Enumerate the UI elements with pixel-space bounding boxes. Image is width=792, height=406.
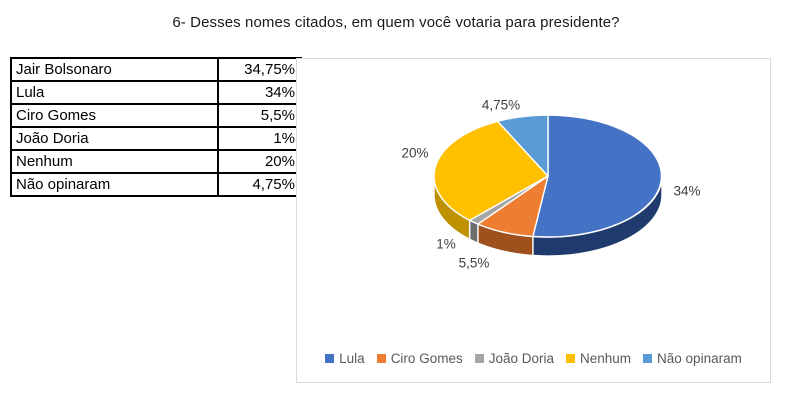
pie-slice-nao-opinaram [497,114,549,177]
legend-item-joao-doria: João Doria [474,351,554,366]
pie-slice-lula [532,114,663,238]
legend-item-ciro-gomes: Ciro Gomes [376,351,463,366]
table-row: Nenhum 20% [10,149,302,174]
legend-swatch-icon [474,354,484,363]
table-cell-name: Lula [10,80,219,105]
legend-label: João Doria [488,351,554,366]
pie-plot-area: 34% 5,5% 1% 20% 4,75% [297,59,770,382]
table-cell-name: Jair Bolsonaro [10,57,219,82]
legend-label: Ciro Gomes [390,351,463,366]
table-cell-value: 4,75% [217,172,302,197]
data-label-nenhum: 20% [401,145,429,161]
table-row: Jair Bolsonaro 34,75% [10,57,302,82]
legend-label: Nenhum [580,351,632,366]
table-cell-name: Não opinaram [10,172,219,197]
table-row: Lula 34% [10,80,302,105]
legend-swatch-icon [376,354,386,363]
table-row: João Doria 1% [10,126,302,151]
table-cell-value: 20% [217,149,302,174]
data-table: Jair Bolsonaro 34,75% Lula 34% Ciro Gome… [10,57,302,197]
table-cell-value: 1% [217,126,302,151]
table-row: Ciro Gomes 5,5% [10,103,302,128]
data-label-joao-doria: 1% [436,236,456,252]
legend-label: Não opinaram [657,351,742,366]
legend-item-nao-opinaram: Não opinaram [643,351,742,366]
table-cell-name: Nenhum [10,149,219,174]
table-row: Não opinaram 4,75% [10,172,302,197]
legend-swatch-icon [566,354,575,363]
chart-legend: Lula Ciro Gomes João Doria Nenhum Não op… [297,351,770,366]
legend-item-lula: Lula [325,351,365,366]
legend-swatch-icon [325,354,335,363]
legend-swatch-icon [643,354,653,363]
legend-item-nenhum: Nenhum [566,351,631,366]
table-cell-value: 5,5% [217,103,302,128]
table-cell-value: 34% [217,80,302,105]
pie-3d-chart [433,114,663,257]
data-label-lula: 34% [673,183,701,199]
legend-label: Lula [339,351,365,366]
data-label-ciro-gomes: 5,5% [458,255,490,271]
page-title: 6- Desses nomes citados, em quem você vo… [172,14,620,31]
table-cell-value: 34,75% [217,57,302,82]
data-label-nao-opinaram: 4,75% [481,97,521,113]
table-cell-name: João Doria [10,126,219,151]
table-cell-name: Ciro Gomes [10,103,219,128]
chart-container: 34% 5,5% 1% 20% 4,75% Lula Ciro Gomes João D… [296,58,771,383]
